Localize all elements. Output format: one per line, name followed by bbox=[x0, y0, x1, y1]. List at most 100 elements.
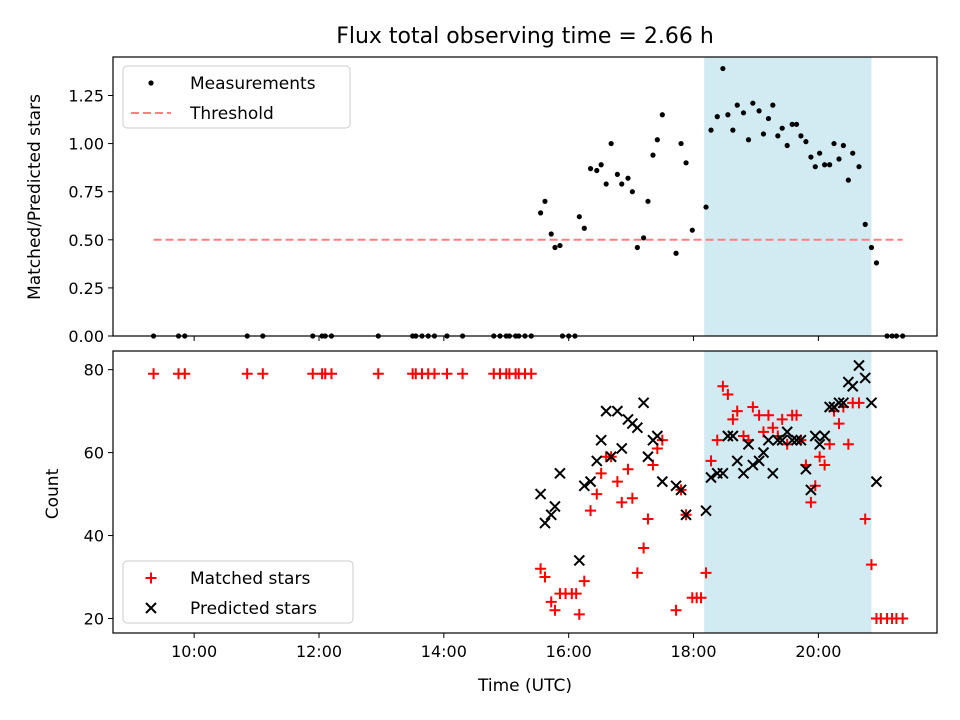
data-point bbox=[817, 150, 823, 156]
data-point bbox=[573, 608, 585, 620]
data-point bbox=[831, 140, 837, 147]
data-point bbox=[616, 496, 628, 508]
data-point bbox=[730, 127, 736, 133]
data-point bbox=[859, 372, 871, 384]
legend-label: Matched stars bbox=[190, 569, 310, 589]
data-point bbox=[548, 231, 554, 237]
data-point bbox=[257, 368, 269, 380]
data-point bbox=[725, 112, 731, 118]
data-point bbox=[441, 368, 453, 380]
data-point bbox=[535, 563, 547, 575]
data-point bbox=[598, 162, 604, 168]
y-axis-label-count: Count bbox=[43, 468, 63, 519]
data-point bbox=[781, 426, 793, 438]
data-point bbox=[705, 471, 717, 484]
legend-handle bbox=[145, 572, 157, 584]
data-point bbox=[753, 455, 765, 467]
data-point bbox=[865, 397, 878, 409]
data-point bbox=[745, 137, 752, 143]
data-point bbox=[865, 559, 877, 571]
data-point bbox=[808, 154, 814, 160]
data-point bbox=[862, 221, 868, 227]
data-point bbox=[581, 225, 587, 231]
data-point bbox=[631, 422, 644, 434]
data-point bbox=[307, 368, 319, 380]
data-point bbox=[695, 592, 707, 604]
data-point bbox=[637, 397, 650, 409]
data-point bbox=[626, 492, 638, 504]
data-point bbox=[742, 438, 755, 451]
series-matched-stars bbox=[148, 368, 909, 624]
data-point bbox=[539, 517, 551, 529]
data-point bbox=[786, 434, 798, 446]
data-point bbox=[795, 434, 807, 446]
data-point bbox=[625, 175, 631, 181]
legend-box bbox=[122, 560, 354, 624]
data-point bbox=[650, 152, 656, 158]
top-panel: 0.00 0.25 0.50 0.75 1.00 1.25 Measurements Thre… bbox=[68, 56, 938, 346]
data-point bbox=[765, 115, 772, 122]
data-point bbox=[325, 368, 337, 380]
axes-frame bbox=[112, 350, 938, 634]
data-point bbox=[525, 368, 537, 380]
data-point bbox=[827, 162, 833, 168]
data-point bbox=[784, 142, 790, 149]
data-point bbox=[631, 567, 643, 579]
data-point bbox=[789, 121, 795, 127]
x-tick-label: 18:00 bbox=[670, 642, 716, 661]
data-point bbox=[241, 368, 253, 380]
data-point bbox=[847, 380, 859, 392]
data-point bbox=[737, 467, 750, 480]
data-point bbox=[897, 612, 909, 624]
data-point bbox=[809, 430, 821, 442]
bottom-panel: 20 40 60 80 10:00 12:00 14:00 16:00 18:00 20:00 Ma… bbox=[84, 350, 938, 661]
data-point bbox=[573, 554, 586, 567]
data-point bbox=[770, 102, 776, 108]
data-point bbox=[545, 509, 557, 521]
data-point bbox=[833, 418, 845, 430]
data-point bbox=[179, 368, 191, 380]
data-point bbox=[757, 446, 770, 459]
data-point bbox=[837, 397, 850, 409]
data-point bbox=[622, 463, 634, 475]
data-point bbox=[776, 413, 788, 425]
data-point bbox=[641, 235, 647, 241]
data-point bbox=[845, 177, 851, 183]
data-point bbox=[818, 430, 831, 442]
data-point bbox=[689, 227, 695, 233]
data-point bbox=[798, 133, 804, 139]
data-point bbox=[700, 567, 712, 579]
data-point bbox=[642, 451, 654, 463]
data-point bbox=[840, 142, 846, 149]
data-point bbox=[603, 181, 609, 187]
data-point bbox=[651, 430, 664, 442]
data-point bbox=[859, 513, 871, 525]
data-point bbox=[762, 409, 774, 421]
data-point bbox=[659, 112, 665, 118]
data-point bbox=[539, 571, 551, 583]
y-tick-label: 0.00 bbox=[68, 327, 104, 346]
data-point bbox=[800, 463, 812, 475]
x-tick-label: 16:00 bbox=[546, 642, 592, 661]
data-point bbox=[594, 167, 600, 174]
data-point bbox=[812, 164, 818, 170]
data-point bbox=[708, 127, 714, 133]
x-axis-label: Time (UTC) bbox=[477, 676, 572, 696]
data-point bbox=[608, 140, 614, 147]
y-tick-label: 40 bbox=[84, 527, 104, 546]
data-point bbox=[673, 250, 679, 256]
data-point bbox=[700, 504, 712, 517]
data-point bbox=[584, 475, 597, 488]
data-point bbox=[727, 430, 739, 442]
y-tick-label: 1.25 bbox=[68, 86, 104, 105]
data-point bbox=[722, 389, 734, 401]
data-point bbox=[767, 467, 779, 480]
data-point bbox=[591, 488, 603, 500]
data-point bbox=[570, 588, 582, 600]
data-point bbox=[611, 476, 623, 488]
data-point bbox=[734, 102, 740, 108]
data-point bbox=[534, 488, 547, 500]
data-point bbox=[833, 397, 845, 409]
data-point bbox=[148, 368, 160, 380]
data-point bbox=[805, 484, 817, 496]
